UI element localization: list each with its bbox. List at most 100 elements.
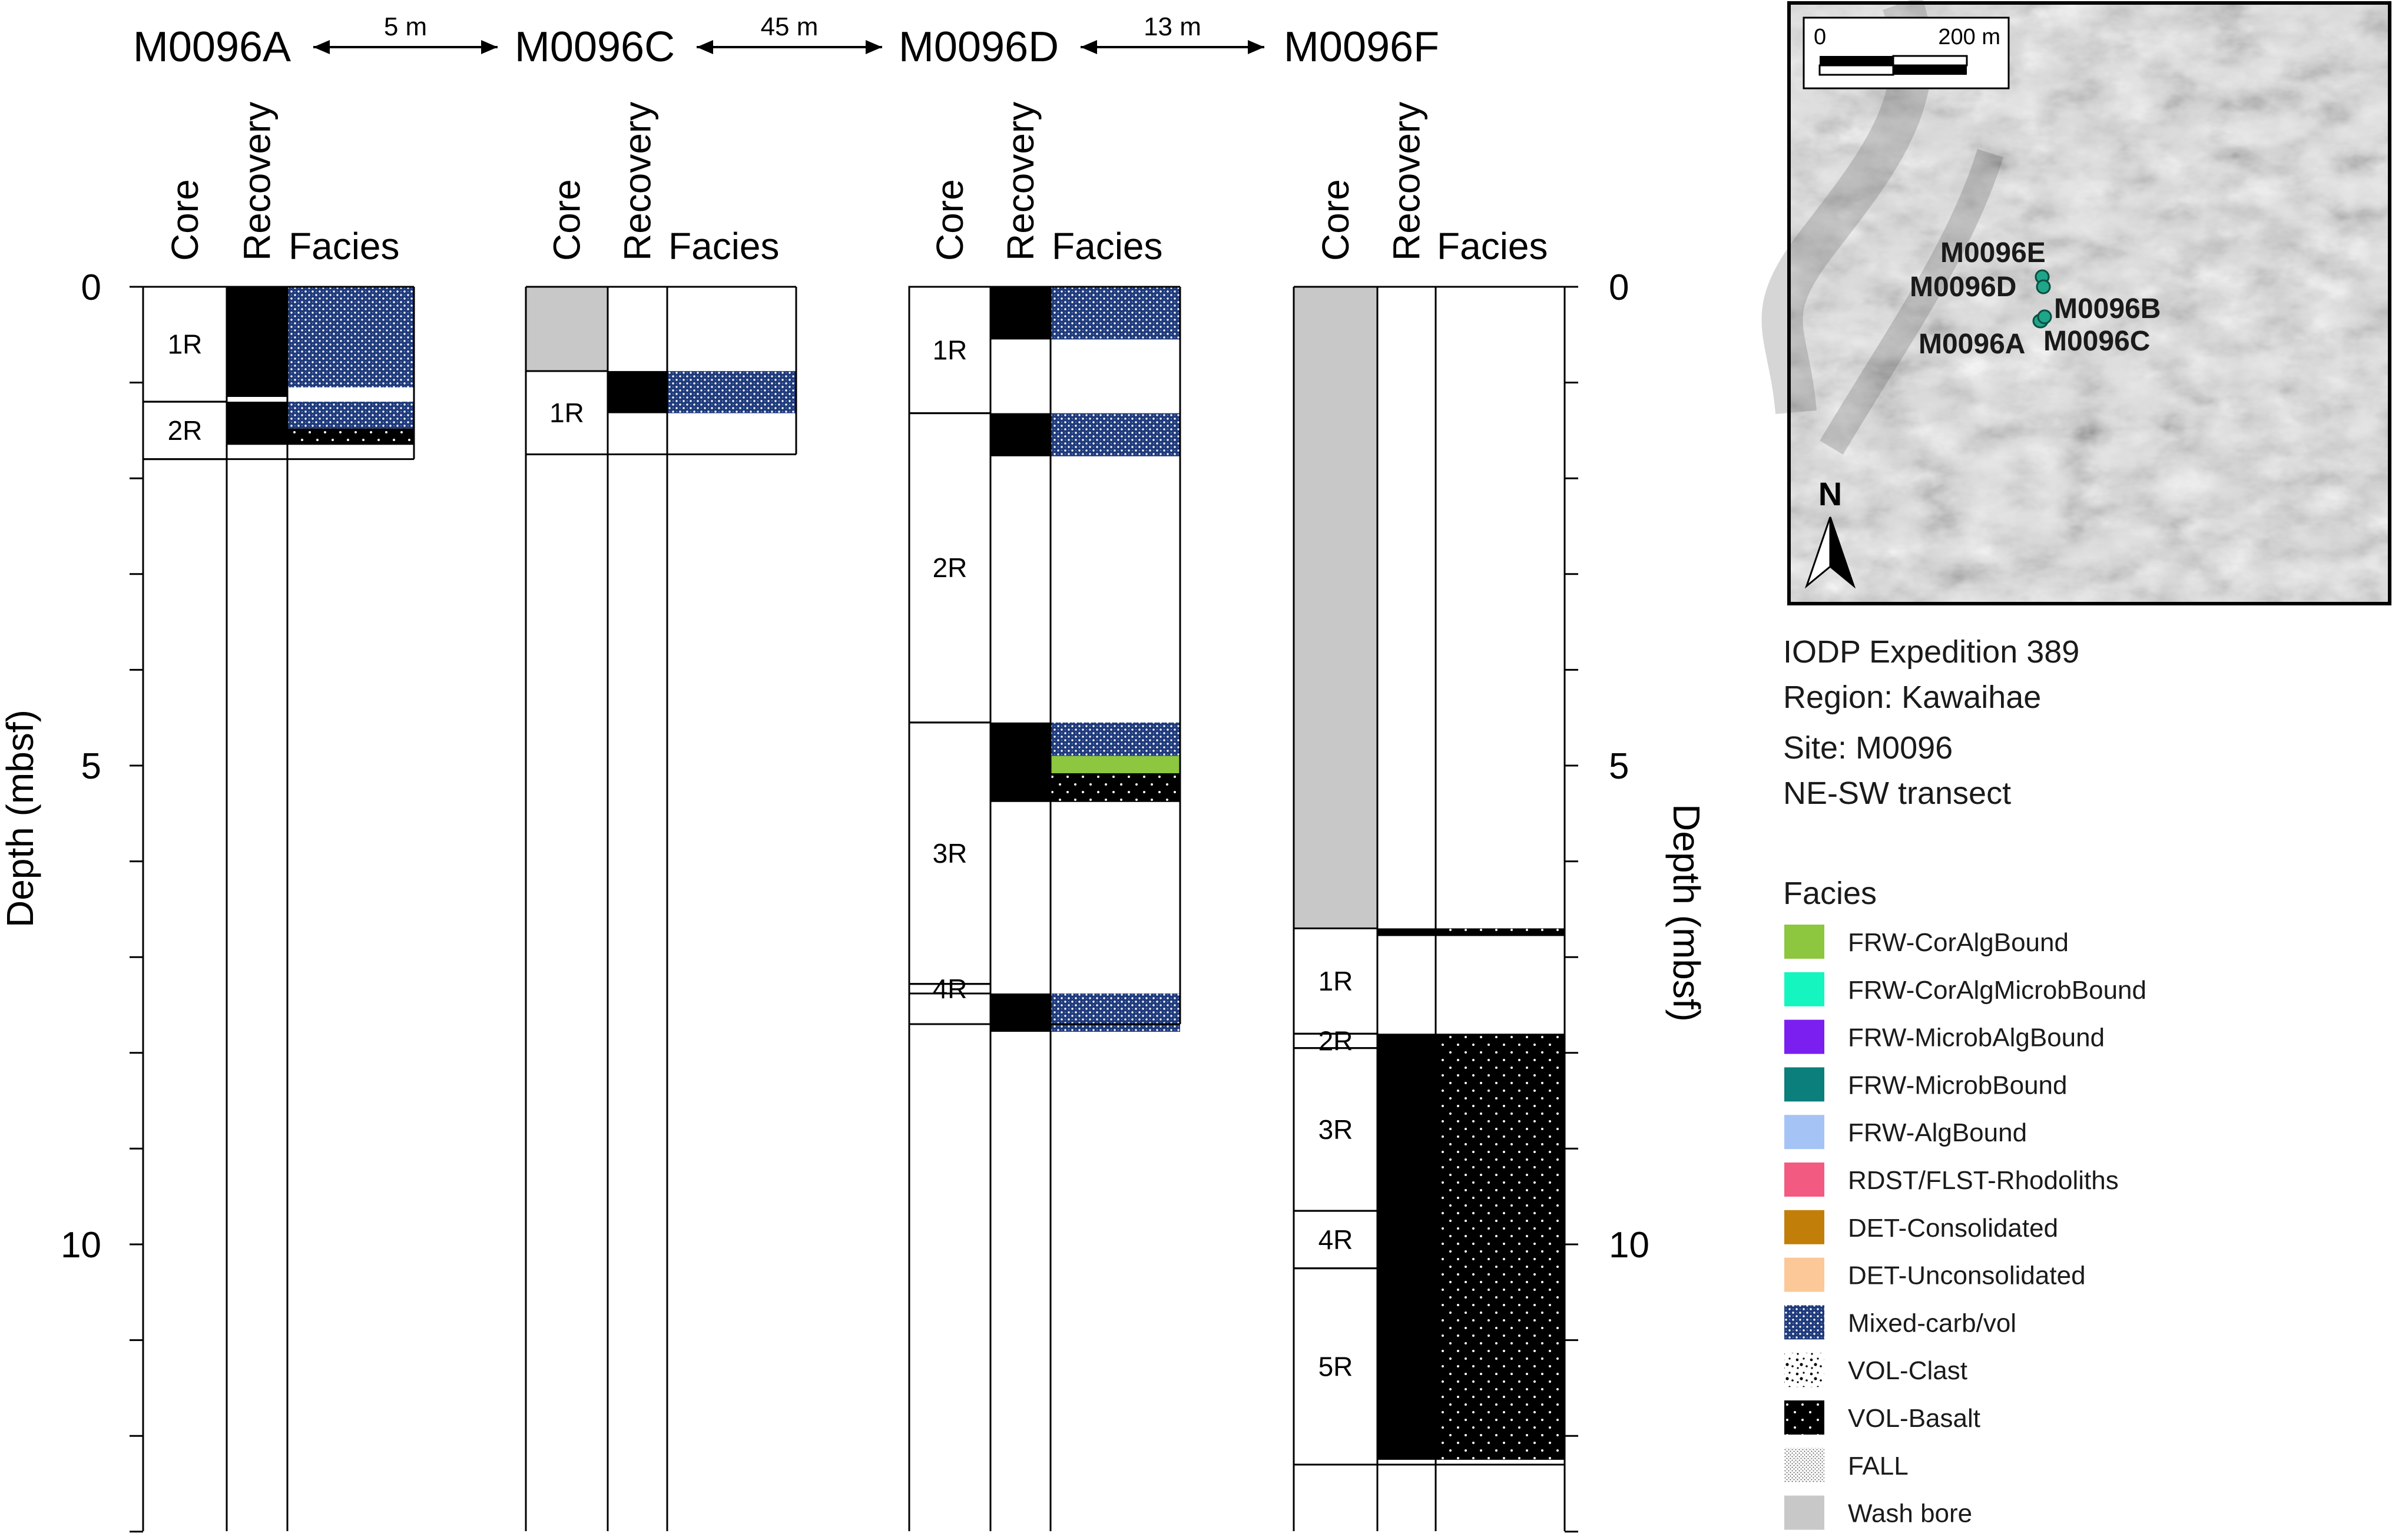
facies-interval [1051, 773, 1180, 802]
arrow-left-icon [697, 40, 713, 54]
depth-tick-label-left: 10 [61, 1225, 101, 1266]
legend-swatch [1784, 1400, 1824, 1435]
wash-bore-interval [1294, 287, 1377, 929]
info-expedition: IODP Expedition 389 [1783, 634, 2079, 670]
north-letter: N [1818, 475, 1842, 512]
depth-tick-label-right: 0 [1609, 267, 1629, 308]
depth-axis-left: 0 5 10 [61, 267, 144, 1533]
facies-interval [287, 428, 414, 445]
map-label-m0096a: M0096A [1919, 329, 2025, 360]
map-scale-bar-white-lower [1818, 64, 1894, 76]
depth-axis-label-right: Depth (mbsf) [1665, 804, 1708, 1022]
spacing-label: 5 m [384, 12, 427, 41]
core-label: 2R [168, 415, 203, 446]
core-label: 2R [1318, 1025, 1353, 1056]
recovery-interval [1377, 1034, 1436, 1460]
info-region: Region: Kawaihae [1783, 680, 2041, 715]
facies-interval [667, 371, 796, 413]
depth-tick-label-right: 10 [1609, 1225, 1649, 1266]
legend-swatch [1784, 1305, 1824, 1340]
facies-interval [1436, 1034, 1565, 1460]
spacing-label: 45 m [761, 12, 819, 41]
depth-tick-label-right: 5 [1609, 746, 1629, 787]
column-header-facies: Facies [668, 225, 780, 267]
core-label: 4R [1318, 1224, 1353, 1255]
recovery-interval [990, 722, 1051, 802]
legend-label: Mixed-carb/vol [1848, 1309, 2016, 1337]
core-label: 1R [1318, 966, 1353, 996]
depth-axis-right: 0 5 10 [1563, 267, 1649, 1533]
map-label-m0096d: M0096D [1910, 271, 2016, 303]
map-scale-bar-black-lower [1893, 65, 1967, 75]
column-header-core: Core [929, 179, 971, 261]
arrow-right-icon [1248, 40, 1264, 54]
map-scale-start: 0 [1814, 25, 1826, 49]
core-label: 2R [933, 552, 968, 583]
core-log-m0096f: M0096F Core Recovery Facies 1R 2R 3R 4R 5R [1284, 24, 1566, 1531]
legend-swatch [1784, 1019, 1824, 1054]
legend-label: FRW-CorAlgBound [1848, 928, 2069, 957]
legend-label: FRW-CorAlgMicrobBound [1848, 976, 2146, 1005]
legend-label: DET-Consolidated [1848, 1214, 2058, 1243]
map-frame [1787, 1, 2391, 605]
recovery-interval [227, 287, 287, 397]
column-header-facies: Facies [1437, 225, 1548, 267]
legend-swatch [1784, 1115, 1824, 1150]
legend-swatch [1784, 1495, 1824, 1530]
core-label: 3R [1318, 1114, 1353, 1145]
map-terrain [1789, 3, 2390, 604]
legend-swatch [1784, 1210, 1824, 1244]
arrow-right-icon [481, 40, 498, 54]
column-header-recovery: Recovery [236, 102, 279, 261]
site-map: 0 200 m N M0096E M0096D M0096B M0096A M0… [1761, 0, 2391, 605]
legend-label: FRW-MicrobBound [1848, 1071, 2068, 1099]
map-channel [1820, 149, 2003, 455]
column-header-core: Core [164, 179, 206, 261]
legend-swatch [1784, 1163, 1824, 1197]
column-header-recovery: Recovery [1386, 102, 1428, 261]
site-title: M0096F [1284, 24, 1439, 71]
map-marker-c [2037, 309, 2052, 324]
site-title: M0096C [515, 24, 675, 71]
legend-label: FRW-AlgBound [1848, 1118, 2027, 1147]
recovery-interval [990, 993, 1051, 1032]
legend-label: RDST/FLST-Rhodoliths [1848, 1166, 2119, 1195]
column-header-facies: Facies [289, 225, 400, 267]
core-label: 1R [933, 335, 968, 365]
legend-label: FRW-MicrobAlgBound [1848, 1024, 2105, 1052]
map-scale-box [1803, 16, 2010, 90]
north-arrow-icon [1829, 516, 1856, 589]
info-transect: NE-SW transect [1783, 776, 2011, 811]
facies-interval [1051, 722, 1180, 756]
column-header-recovery: Recovery [617, 102, 659, 261]
map-marker-d [2036, 279, 2051, 294]
legend-swatch [1784, 1353, 1824, 1387]
legend-label: VOL-Basalt [1848, 1404, 1980, 1433]
info-block: IODP Expedition 389 Region: Kawaihae Sit… [1783, 634, 2079, 811]
core-label: 4R [933, 973, 968, 1004]
facies-interval [1436, 928, 1565, 936]
recovery-interval [1377, 928, 1436, 936]
map-label-m0096e: M0096E [1940, 237, 2046, 269]
legend-title: Facies [1783, 876, 1877, 911]
wash-bore-interval [526, 287, 608, 372]
column-header-core: Core [1314, 179, 1357, 261]
legend-label: Wash bore [1848, 1499, 1972, 1528]
column-header-facies: Facies [1052, 225, 1163, 267]
depth-tick-label-left: 0 [81, 267, 101, 308]
spacing-arrow-1: 5 m [313, 12, 498, 54]
core-label: 1R [549, 398, 584, 428]
legend-swatch [1784, 1067, 1824, 1102]
recovery-interval [990, 287, 1051, 340]
map-scale-bar-black-upper [1820, 56, 1893, 65]
facies-interval [1051, 413, 1180, 456]
site-title: M0096D [899, 24, 1059, 71]
facies-interval [287, 402, 414, 429]
spacing-label: 13 m [1144, 12, 1201, 41]
depth-tick-label-left: 5 [81, 746, 101, 787]
spacing-arrow-3: 13 m [1081, 12, 1264, 54]
legend-swatch [1784, 972, 1824, 1006]
